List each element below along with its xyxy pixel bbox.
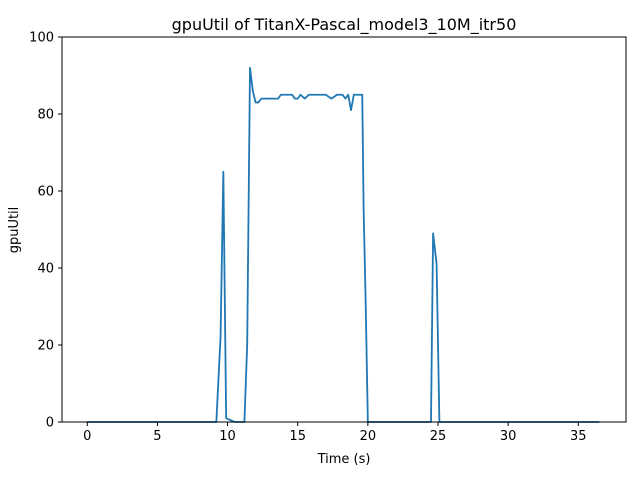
y-axis-label: gpuUtil bbox=[7, 207, 22, 254]
x-tick-label: 30 bbox=[500, 429, 517, 444]
x-axis-label: Time (s) bbox=[317, 452, 371, 467]
x-tick-label: 20 bbox=[360, 429, 377, 444]
x-tick-label: 0 bbox=[83, 429, 91, 444]
chart-title: gpuUtil of TitanX-Pascal_model3_10M_itr5… bbox=[172, 15, 517, 35]
x-tick-label: 25 bbox=[430, 429, 447, 444]
y-tick-label: 100 bbox=[29, 31, 54, 46]
y-tick-label: 60 bbox=[37, 185, 54, 200]
axes-frame bbox=[61, 36, 627, 423]
x-tick-label: 35 bbox=[570, 429, 587, 444]
y-tick-label: 0 bbox=[46, 416, 54, 431]
series-line-0 bbox=[87, 66, 600, 423]
x-tick-label: 5 bbox=[153, 429, 161, 444]
plot-area: 0 5 10 15 20 25 30 35 0 20 40 60 80 100 bbox=[29, 31, 627, 444]
x-tick-label: 15 bbox=[289, 429, 306, 444]
y-tick-label: 20 bbox=[37, 339, 54, 354]
y-tick-label: 40 bbox=[37, 262, 54, 277]
x-tick-label: 10 bbox=[219, 429, 236, 444]
y-tick-label: 80 bbox=[37, 108, 54, 123]
